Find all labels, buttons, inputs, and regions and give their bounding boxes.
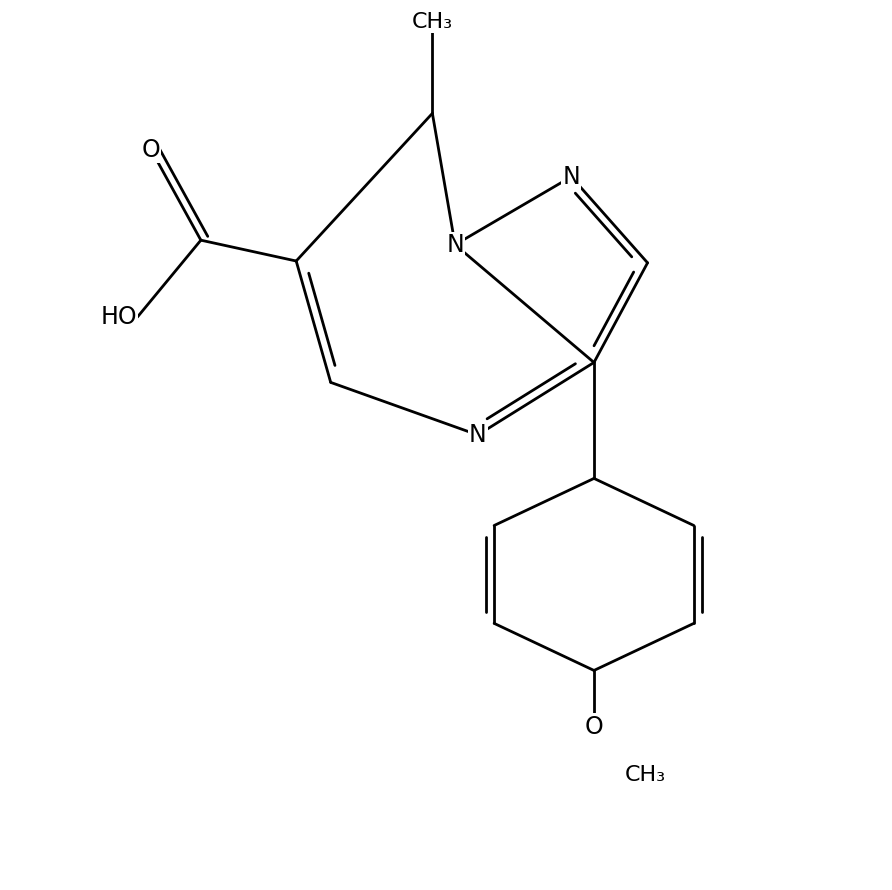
Text: N: N: [563, 165, 580, 189]
Text: N: N: [469, 423, 487, 447]
Text: CH₃: CH₃: [624, 765, 665, 785]
Text: N: N: [446, 232, 464, 256]
Text: O: O: [142, 138, 161, 162]
Text: O: O: [584, 715, 603, 739]
Text: HO: HO: [101, 305, 137, 329]
Text: CH₃: CH₃: [412, 12, 453, 32]
